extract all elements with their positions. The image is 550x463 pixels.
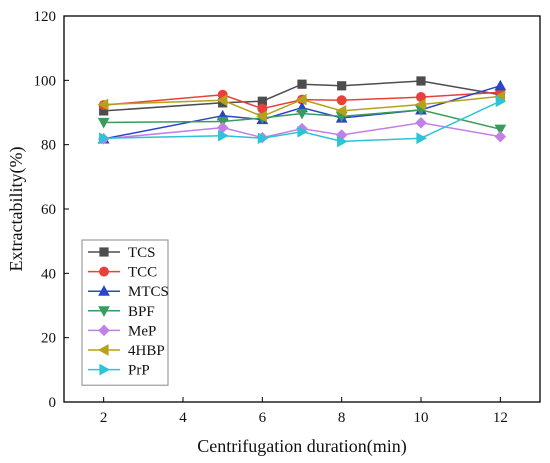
legend-label: TCC <box>128 265 157 281</box>
data-point-tcs <box>416 76 426 86</box>
x-tick-label: 4 <box>179 410 187 426</box>
y-tick-label: 120 <box>34 9 57 25</box>
y-tick-label: 0 <box>49 395 57 411</box>
data-point-bpf <box>494 124 507 136</box>
data-point-prp <box>218 129 229 142</box>
series-prp <box>99 95 507 148</box>
data-point-prp <box>99 132 110 145</box>
data-point-mtcs <box>494 79 507 91</box>
legend-item-prp: PrP <box>88 363 150 379</box>
data-point-4hbp <box>256 110 267 123</box>
data-point-tcs <box>337 81 347 91</box>
y-tick-label: 60 <box>41 202 56 218</box>
x-tick-label: 6 <box>259 410 267 426</box>
legend-item-4hbp: 4HBP <box>88 343 165 359</box>
legend-item-tcc: TCC <box>88 265 157 281</box>
legend-marker <box>97 344 109 356</box>
data-point-4hbp <box>414 98 426 111</box>
legend-marker <box>99 363 111 376</box>
data-point-tcc <box>336 95 347 106</box>
data-point-prp <box>297 125 309 138</box>
x-tick-label: 12 <box>493 410 508 426</box>
legend-item-bpf: BPF <box>88 304 155 320</box>
data-point-mep <box>494 130 507 143</box>
legend-marker <box>99 266 110 277</box>
legend-label: BPF <box>128 304 155 320</box>
legend-label: MTCS <box>128 284 169 300</box>
legend-marker <box>98 324 110 337</box>
y-tick-label: 40 <box>41 266 56 282</box>
legend-item-mtcs: MTCS <box>88 284 169 300</box>
data-point-bpf <box>296 108 308 120</box>
x-tick-label: 8 <box>338 410 346 426</box>
data-point-prp <box>337 135 348 148</box>
legend-label: TCS <box>128 245 156 261</box>
x-tick-label: 2 <box>100 410 108 426</box>
legend-marker <box>98 306 110 317</box>
data-point-4hbp <box>295 93 307 106</box>
y-tick-label: 100 <box>34 73 57 89</box>
data-point-mep <box>415 117 427 129</box>
data-point-4hbp <box>97 98 109 111</box>
x-tick-label: 10 <box>414 410 429 426</box>
legend-box <box>81 239 169 386</box>
legend-marker <box>99 247 109 257</box>
x-axis-label: Centrifugation duration(min) <box>197 436 406 457</box>
data-point-4hbp <box>216 94 228 107</box>
y-tick-label: 20 <box>41 331 56 347</box>
series-layer <box>97 76 507 148</box>
y-axis-label: Extractability(%) <box>6 147 27 272</box>
legend-item-mep: MeP <box>88 323 156 339</box>
data-point-prp <box>495 95 507 108</box>
legend-label: PrP <box>128 363 150 379</box>
data-point-tcs <box>297 79 307 89</box>
legend-marker <box>98 285 110 296</box>
data-point-bpf <box>97 117 110 129</box>
y-tick-label: 80 <box>41 138 56 154</box>
series-4hbp <box>97 90 505 123</box>
data-point-prp <box>416 132 428 145</box>
legend-label: MeP <box>128 323 156 339</box>
legend-label: 4HBP <box>128 343 165 359</box>
data-point-prp <box>257 132 269 145</box>
legend-item-tcs: TCS <box>88 245 156 261</box>
legend: TCS TCC MTCS BPF MeP 4HBP PrP <box>81 239 169 386</box>
data-point-4hbp <box>335 105 347 117</box>
